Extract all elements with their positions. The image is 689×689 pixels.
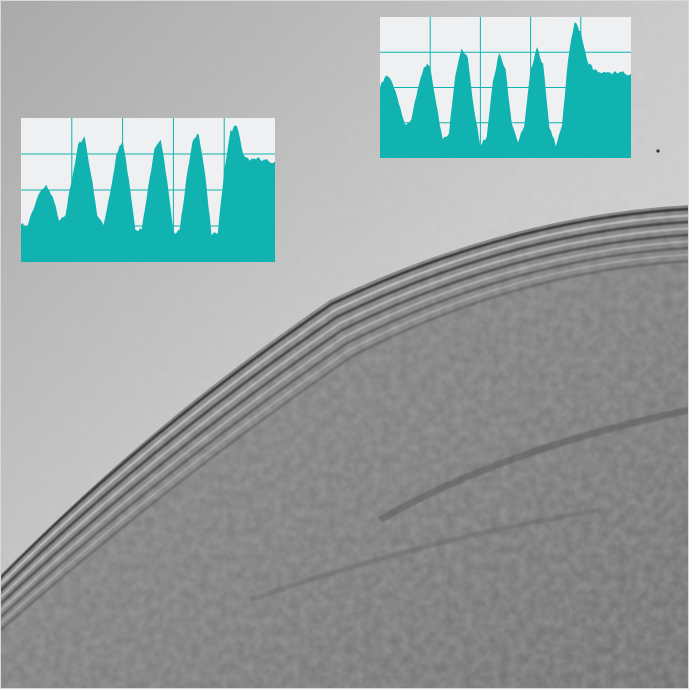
lattice-fringe bbox=[0, 240, 689, 612]
profile-area-right bbox=[380, 22, 631, 158]
intensity-profile-left bbox=[21, 118, 275, 262]
lattice-fringe bbox=[0, 253, 689, 626]
lattice-fringe bbox=[0, 246, 689, 620]
lattice-fringe bbox=[0, 220, 689, 593]
lattice-fringe bbox=[0, 233, 689, 606]
intensity-profile-right bbox=[380, 17, 631, 158]
lattice-fringe bbox=[0, 227, 689, 599]
lattice-fringes bbox=[0, 207, 689, 633]
lattice-fringe bbox=[0, 214, 689, 586]
lattice-fringe bbox=[0, 207, 689, 580]
speck bbox=[656, 149, 660, 153]
profile-area-left bbox=[21, 125, 275, 262]
lattice-fringe bbox=[0, 259, 689, 633]
